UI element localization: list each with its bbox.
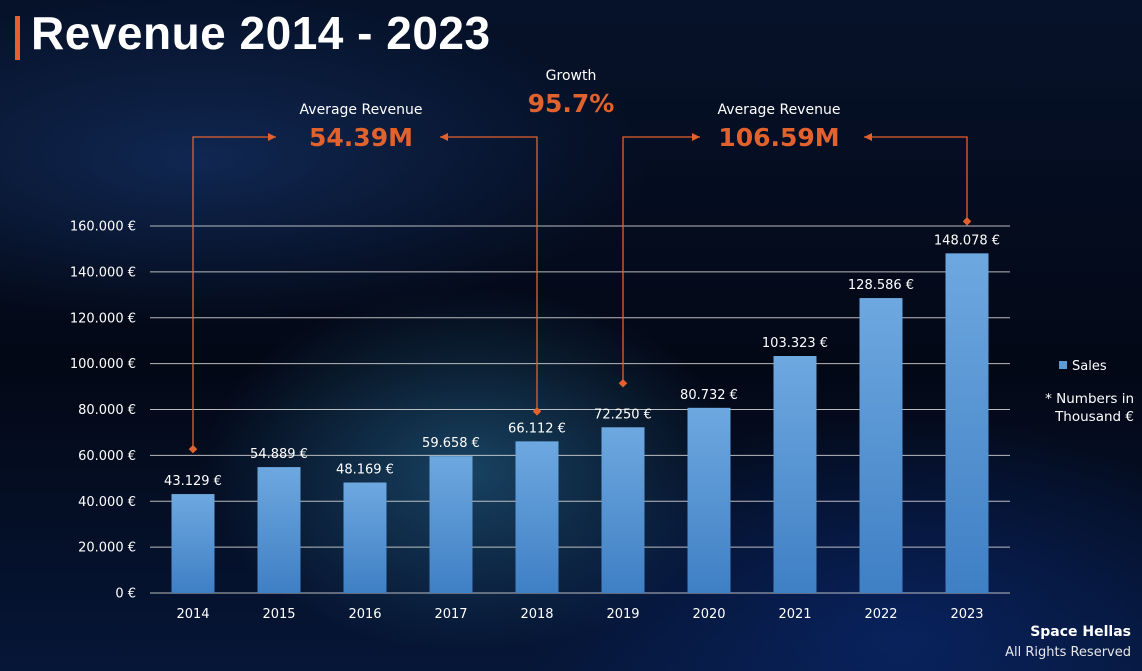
y-tick-label: 160.000 €: [70, 220, 136, 235]
bar-2014: [171, 494, 215, 593]
growth-label: Growth: [545, 68, 597, 84]
x-tick-label: 2019: [606, 607, 639, 622]
data-labels: 43.129 € 54.889 € 48.169 € 59.658 € 66.112 €…: [164, 233, 1000, 489]
connector-2014-line: [192, 136, 276, 450]
avg-revenue-second-value: 106.59M: [718, 123, 840, 152]
avg-revenue-first-label: Average Revenue: [299, 102, 423, 118]
connector-2023-arrowhead: [864, 133, 872, 141]
avg-revenue-second-label: Average Revenue: [717, 102, 841, 118]
data-label-2022: 128.586 €: [848, 278, 914, 293]
y-tick-label: 40.000 €: [78, 495, 136, 510]
rights-text: All Rights Reserved: [1005, 645, 1131, 660]
legend: Sales: [1059, 359, 1107, 374]
title-accent-bar: [15, 16, 20, 60]
connector-2018-marker: [532, 407, 542, 416]
connector-2019-marker: [618, 379, 628, 388]
connector-2018-arrowhead: [440, 133, 448, 141]
bar-2023: [945, 253, 989, 594]
y-axis: 0 € 20.000 € 40.000 € 60.000 € 80.000 € 100.0…: [70, 220, 136, 602]
annotation-connectors: [188, 133, 972, 454]
legend-label-sales: Sales: [1072, 359, 1107, 374]
y-tick-label: 0 €: [115, 587, 136, 602]
x-axis: 2014 2015 2016 2017 2018 2019 2020 2021 2022 2023: [176, 607, 983, 622]
data-label-2014: 43.129 €: [164, 474, 222, 489]
x-tick-label: 2017: [434, 607, 467, 622]
growth-value: 95.7%: [527, 89, 615, 118]
bar-2021: [773, 356, 817, 593]
x-tick-label: 2020: [692, 607, 725, 622]
connector-2018-line: [440, 136, 538, 412]
bar-2022: [859, 298, 903, 593]
connector-2023-line: [864, 136, 968, 222]
bar-2017: [429, 456, 473, 593]
connector-2014-marker: [188, 444, 198, 454]
data-label-2016: 48.169 €: [336, 463, 394, 478]
bar-2019: [601, 427, 645, 593]
bar-2020: [687, 407, 731, 593]
bar-2018: [515, 441, 559, 593]
connector-2019-line: [622, 136, 700, 384]
data-label-2017: 59.658 €: [422, 436, 480, 451]
x-tick-label: 2016: [348, 607, 381, 622]
units-note-line2: Thousand €: [1055, 409, 1134, 425]
x-tick-label: 2014: [176, 607, 209, 622]
data-label-2021: 103.323 €: [762, 336, 828, 351]
units-note-line1: * Numbers in: [1045, 391, 1134, 407]
y-tick-label: 80.000 €: [78, 403, 136, 418]
x-tick-label: 2021: [778, 607, 811, 622]
connector-2023-marker: [962, 217, 972, 226]
data-label-2019: 72.250 €: [594, 407, 652, 422]
y-tick-label: 100.000 €: [70, 357, 136, 372]
data-label-2020: 80.732 €: [680, 388, 738, 403]
y-tick-label: 60.000 €: [78, 449, 136, 464]
x-tick-label: 2015: [262, 607, 295, 622]
data-label-2023: 148.078 €: [934, 233, 1000, 248]
bars: [171, 253, 989, 594]
brand-name: Space Hellas: [1030, 624, 1131, 640]
connector-2014-arrowhead: [268, 133, 276, 141]
y-tick-label: 140.000 €: [70, 265, 136, 280]
x-tick-label: 2023: [950, 607, 983, 622]
avg-revenue-first-value: 54.39M: [309, 123, 413, 152]
units-note: * Numbers in Thousand €: [1045, 390, 1134, 426]
y-tick-label: 20.000 €: [78, 541, 136, 556]
data-label-2015: 54.889 €: [250, 447, 308, 462]
x-tick-label: 2022: [864, 607, 897, 622]
legend-swatch-sales: [1059, 361, 1067, 369]
bar-2016: [343, 482, 387, 593]
connector-2019-arrowhead: [692, 133, 700, 141]
y-tick-label: 120.000 €: [70, 311, 136, 326]
x-tick-label: 2018: [520, 607, 553, 622]
bar-2015: [257, 467, 301, 593]
page-title: Revenue 2014 - 2023: [31, 7, 491, 59]
data-label-2018: 66.112 €: [508, 421, 566, 436]
